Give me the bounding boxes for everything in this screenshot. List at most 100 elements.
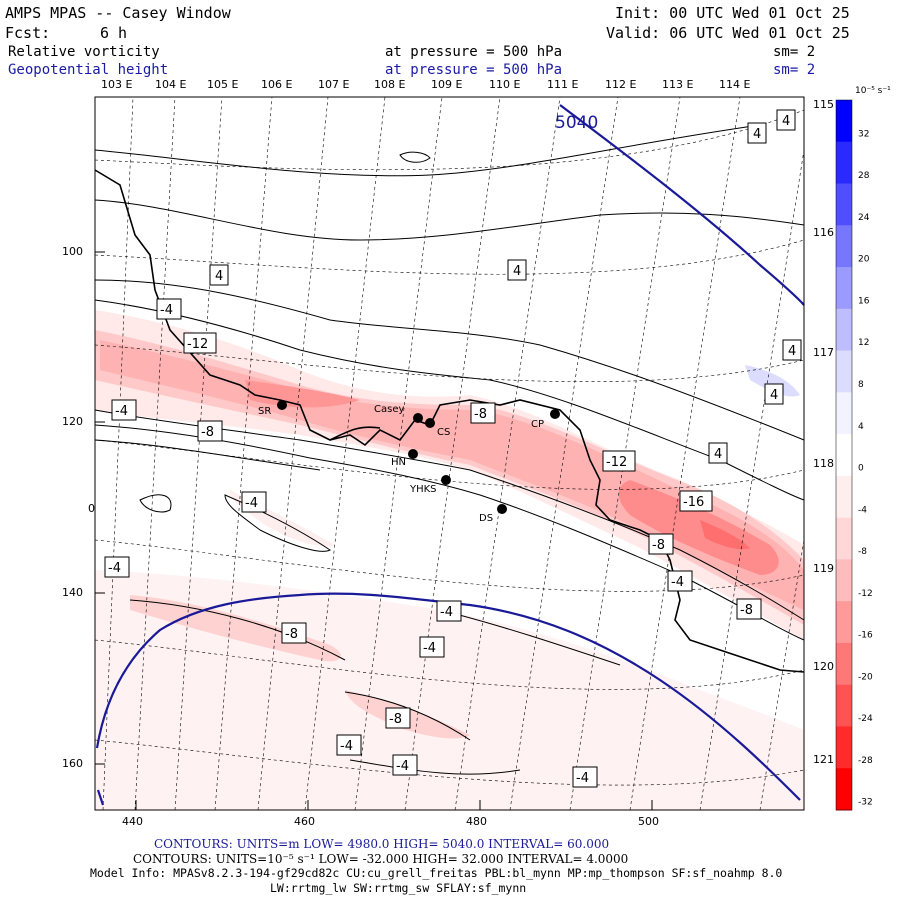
lat-lon-grid	[94, 96, 805, 811]
colorbar-tick-label: -12	[858, 589, 873, 599]
station-marker[interactable]: Casey	[374, 404, 423, 423]
colorbar-border	[835, 99, 853, 811]
colorbar-segment	[836, 392, 852, 435]
svg-text:-8: -8	[474, 407, 487, 422]
forecast-label: Fcst:	[5, 24, 51, 42]
colorbar-tick-label: 20	[858, 255, 870, 265]
colorbar-tick-label: -28	[858, 756, 873, 766]
stations: SR Casey CS CP HN YHKS DS	[258, 400, 560, 524]
lon-label-top: 113 E	[662, 78, 694, 91]
colorbar-tick-label: 16	[858, 296, 870, 306]
colorbar-tick-label: -8	[858, 547, 867, 557]
contour-label: -8	[736, 598, 762, 620]
svg-text:-8: -8	[740, 603, 753, 618]
svg-text:-4: -4	[671, 575, 684, 590]
colorbar-segment	[836, 726, 852, 769]
x-axis-label: 440	[122, 815, 143, 828]
svg-text:4: 4	[513, 264, 521, 279]
colorbar-tick-label: 8	[858, 380, 864, 390]
model-info: Model Info: MPASv8.2.3-194-gf29cd82c CU:…	[90, 866, 783, 880]
contours-height-info: CONTOURS: UNITS=m LOW= 4980.0 HIGH= 5040…	[154, 837, 610, 851]
colorbar-segment	[836, 517, 852, 560]
lon-label-top: 109 E	[431, 78, 463, 91]
colorbar-segment	[836, 475, 852, 519]
station-marker[interactable]: DS	[479, 504, 507, 524]
colorbar-segment	[836, 141, 852, 185]
forecast-value: 6 h	[100, 24, 128, 42]
svg-text:-4: -4	[245, 496, 258, 511]
vorticity-contours	[94, 124, 805, 775]
y-axis-label: 160	[62, 757, 83, 770]
y-axis-label: 140	[62, 586, 83, 599]
contour-label: -4	[111, 399, 137, 421]
contour-label: -8	[470, 402, 496, 424]
lon-label-top: 107 E	[318, 78, 350, 91]
contours-vorticity-info: CONTOURS: UNITS=10⁻⁵ s⁻¹ LOW= -32.000 HI…	[133, 852, 629, 866]
colorbar-segment	[836, 642, 852, 686]
station-marker[interactable]: YHKS	[409, 475, 451, 495]
colorbar-tick-label: 0	[858, 464, 864, 474]
station-marker[interactable]: HN	[391, 449, 418, 468]
height-contours	[95, 104, 805, 806]
colorbar-segment	[836, 559, 852, 602]
axis-ticks	[95, 251, 653, 810]
colorbar-segment	[836, 308, 852, 352]
model-info-2: LW:rrtmg_lw SW:rrtmg_sw SFLAY:sf_mynn	[270, 881, 527, 895]
lon-label-top: 106 E	[261, 78, 293, 91]
svg-text:-8: -8	[652, 538, 665, 553]
svg-text:-12: -12	[187, 337, 208, 352]
lon-label-top: 114 E	[719, 78, 751, 91]
contour-label: -4	[419, 636, 445, 658]
contour-label: -4	[336, 734, 362, 756]
station-marker[interactable]: CS	[425, 418, 450, 438]
colorbar-tick-label: -4	[858, 505, 867, 515]
svg-text:Casey: Casey	[374, 404, 404, 415]
colorbar-tick-label: -20	[858, 672, 873, 682]
field1-level: at pressure = 500 hPa	[385, 44, 563, 60]
contour-label: 4	[764, 383, 784, 405]
svg-text:-8: -8	[285, 627, 298, 642]
contour-label: -12	[183, 332, 217, 354]
station-marker[interactable]: SR	[258, 400, 287, 417]
colorbar-segment	[836, 601, 852, 644]
svg-text:-4: -4	[340, 739, 353, 754]
field2-smooth: sm= 2	[773, 62, 816, 78]
x-axis-label: 460	[294, 815, 315, 828]
x-axis-label: 500	[638, 815, 659, 828]
svg-text:CP: CP	[531, 419, 544, 430]
contour-label: -8	[281, 622, 307, 644]
colorbar-tick-label: -32	[858, 798, 873, 808]
contour-label: -8	[648, 533, 674, 555]
svg-text:-8: -8	[389, 712, 402, 727]
svg-text:-4: -4	[576, 771, 589, 786]
contour-label: -4	[436, 600, 462, 622]
lon-label-top: 108 E	[374, 78, 406, 91]
colorbar-tick-label: 32	[858, 129, 869, 139]
contour-label: -4	[156, 298, 182, 320]
svg-text:DS: DS	[479, 513, 493, 524]
svg-text:CS: CS	[437, 427, 450, 438]
lon-label-top: 111 E	[547, 78, 579, 91]
colorbar-segment	[836, 350, 852, 393]
lon-label-top: 105 E	[207, 78, 239, 91]
colorbar-tick-label: -24	[858, 714, 873, 724]
svg-text:-4: -4	[160, 303, 173, 318]
svg-text:4: 4	[782, 114, 790, 129]
contour-label: -4	[241, 491, 267, 513]
svg-text:4: 4	[788, 344, 796, 359]
colorbar-segment	[836, 183, 852, 226]
lon-label-top: 103 E	[101, 78, 133, 91]
contour-label: 4	[782, 339, 802, 361]
contour-label: 4	[776, 109, 796, 131]
station-marker[interactable]: CP	[531, 409, 560, 430]
lon-label-top: 112 E	[605, 78, 637, 91]
colorbar-tick-label: 4	[858, 422, 864, 432]
field1-smooth: sm= 2	[773, 44, 816, 60]
colorbar-tick-label: -16	[858, 631, 873, 641]
svg-text:-4: -4	[440, 605, 453, 620]
contour-label: -8	[385, 707, 411, 729]
lon-label-top: 104 E	[155, 78, 187, 91]
left-partial-label: 0	[88, 502, 95, 515]
svg-text:4: 4	[753, 127, 761, 142]
svg-text:4: 4	[215, 269, 223, 284]
